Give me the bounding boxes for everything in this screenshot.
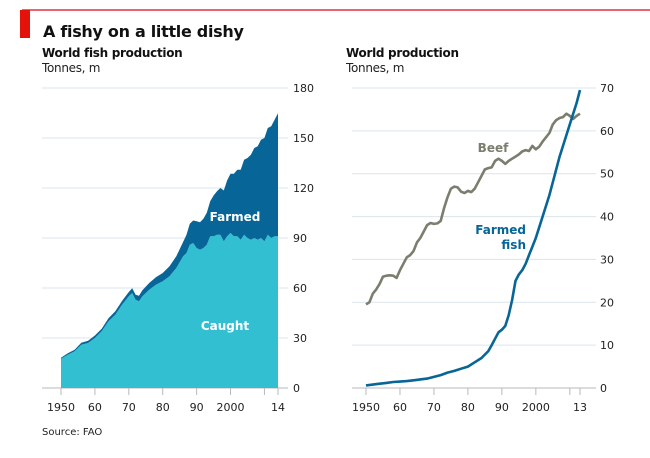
x-tick-label: 60 xyxy=(88,401,102,414)
x-tick-label: 2000 xyxy=(522,401,550,414)
x-tick-label: 70 xyxy=(427,401,441,414)
y-tick-label: 30 xyxy=(600,253,614,266)
x-tick-label: 60 xyxy=(393,401,407,414)
header-rule xyxy=(22,9,650,11)
y-tick-label: 180 xyxy=(293,82,314,95)
y-tick-label: 40 xyxy=(600,211,614,224)
x-tick-label: 80 xyxy=(461,401,475,414)
y-tick-label: 70 xyxy=(600,82,614,95)
y-tick-label: 30 xyxy=(293,332,307,345)
x-tick-label: 2000 xyxy=(217,401,245,414)
y-tick-label: 0 xyxy=(293,382,300,395)
y-tick-label: 20 xyxy=(600,296,614,309)
x-tick-label: 90 xyxy=(190,401,204,414)
y-tick-label: 10 xyxy=(600,339,614,352)
line-beef xyxy=(365,112,581,306)
left-chart-unit: Tonnes, m xyxy=(42,61,101,75)
label-farmed: Farmed xyxy=(475,223,526,237)
brand-tag xyxy=(20,10,30,38)
x-tick-label: 14 xyxy=(271,401,285,414)
x-tick-label: 70 xyxy=(122,401,136,414)
y-tick-label: 90 xyxy=(293,232,307,245)
label-farmed: Farmed xyxy=(210,210,261,224)
x-tick-label: 1950 xyxy=(352,401,380,414)
y-tick-label: 0 xyxy=(600,382,607,395)
y-tick-label: 60 xyxy=(600,125,614,138)
label-beef: Beef xyxy=(478,141,509,155)
x-tick-label: 1950 xyxy=(47,401,75,414)
source-note: Source: FAO xyxy=(42,427,103,438)
y-tick-label: 150 xyxy=(293,132,314,145)
right-chart-unit: Tonnes, m xyxy=(346,61,405,75)
fish-production-chart: 0 30 60 90 120 150 180 1950 60 70 80 90 2000 14 Farmed… xyxy=(42,82,314,414)
x-tick-label: 13 xyxy=(573,401,587,414)
y-tick-label: 50 xyxy=(600,168,614,181)
label-caught: Caught xyxy=(201,319,250,333)
area-caught xyxy=(61,233,278,388)
area-farmed xyxy=(61,113,278,359)
x-tick-label: 80 xyxy=(156,401,170,414)
page-title: A fishy on a little dishy xyxy=(43,22,244,41)
world-production-chart: 0 10 20 30 40 50 60 70 1950 60 70 80 90 2000 13 Beef Far… xyxy=(352,82,614,414)
y-tick-label: 120 xyxy=(293,182,314,195)
x-tick-label: 90 xyxy=(495,401,509,414)
right-chart-title: World production xyxy=(346,46,459,60)
left-chart-title: World fish production xyxy=(42,46,183,60)
label-fish: fish xyxy=(501,238,526,252)
y-tick-label: 60 xyxy=(293,282,307,295)
line-farmed-fish xyxy=(365,89,582,387)
